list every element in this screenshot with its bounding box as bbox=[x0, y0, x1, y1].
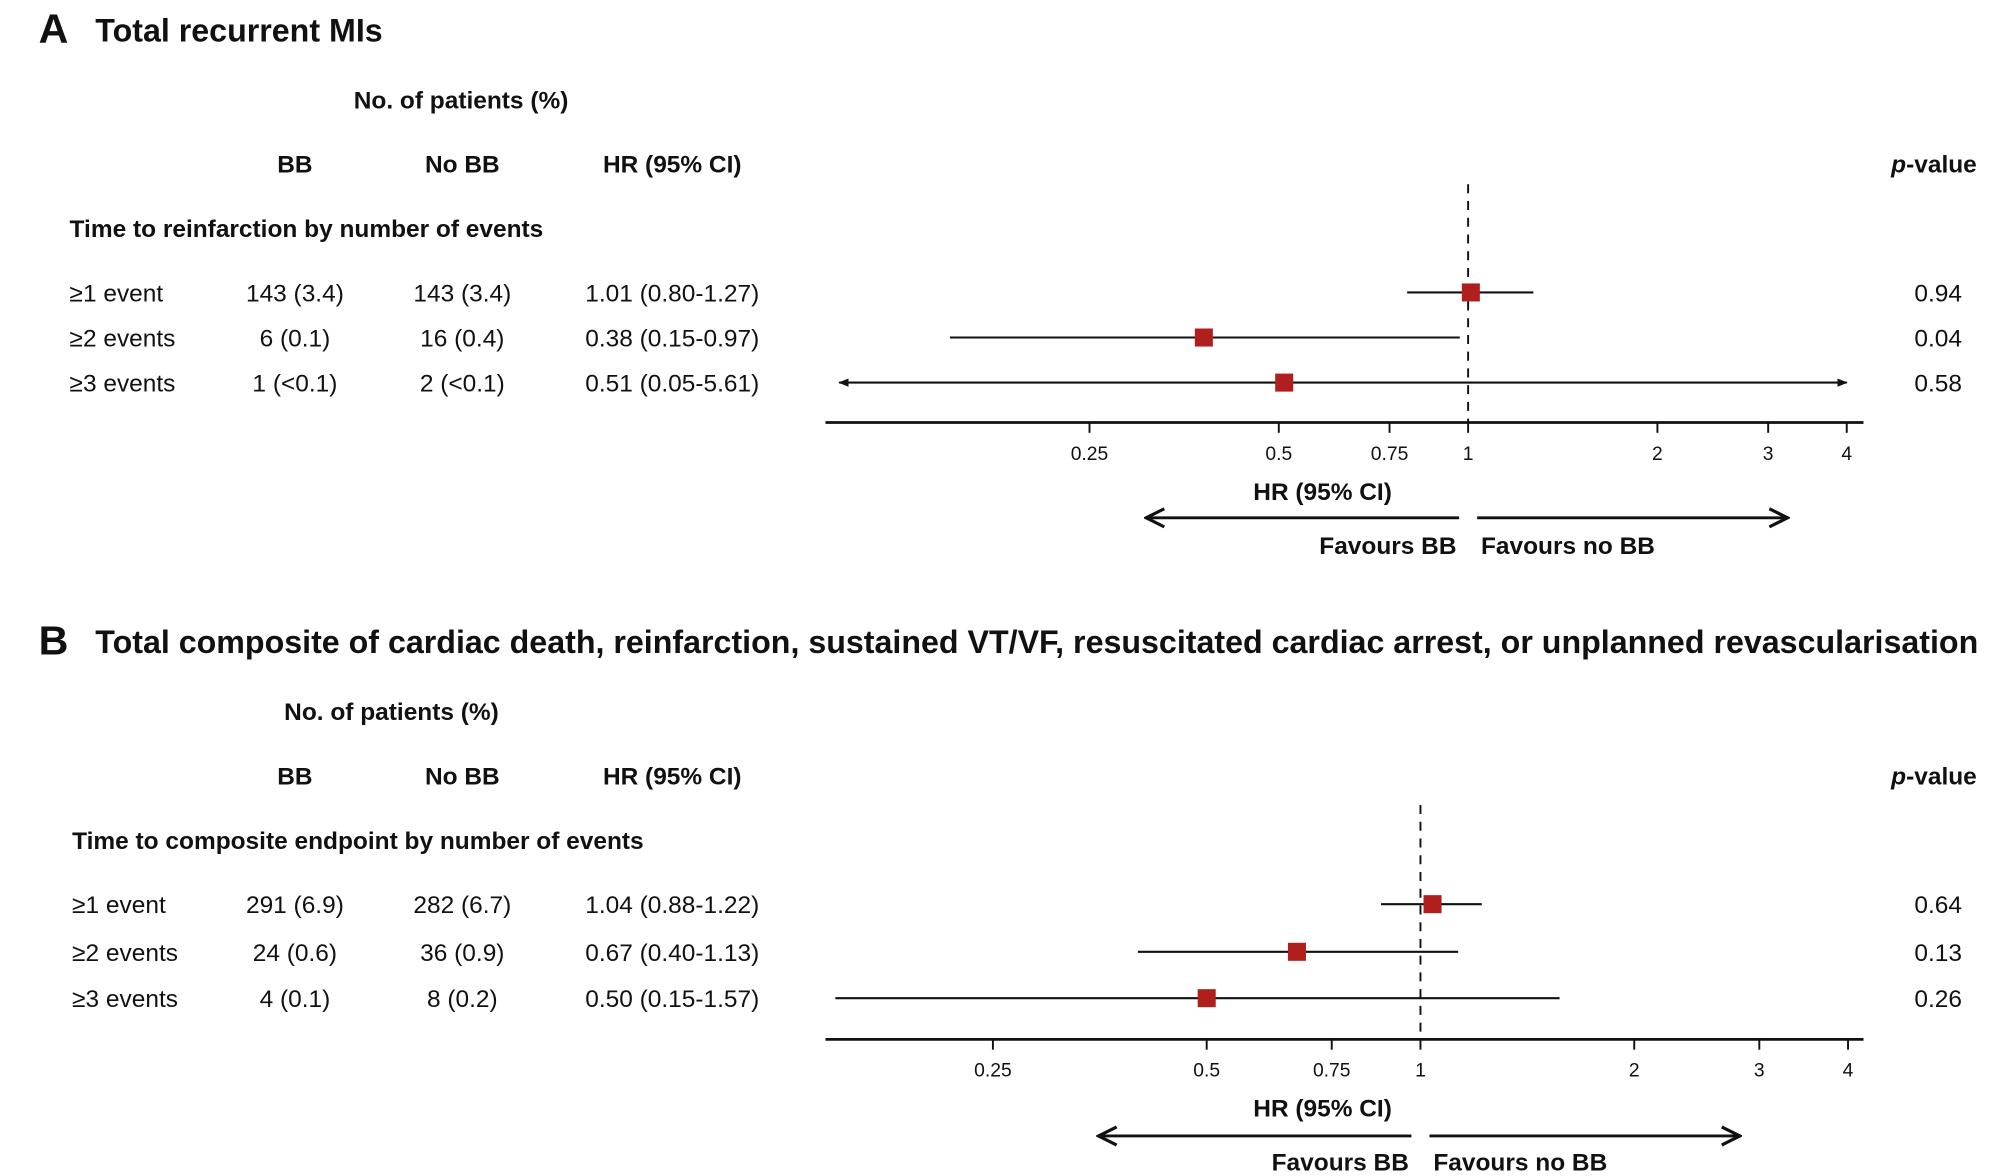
x-tick-label: 0.5 bbox=[1193, 1061, 1220, 1082]
bb-count: 291 (6.9) bbox=[246, 892, 344, 919]
subgroup-title: Time to reinfarction by number of events bbox=[70, 216, 544, 243]
group-header: No. of patients (%) bbox=[284, 699, 499, 726]
favours-bb-label: Favours BB bbox=[1319, 533, 1456, 560]
table-row: ≥1 event 143 (3.4) 143 (3.4) 1.01 (0.80-1.2… bbox=[70, 280, 1962, 307]
x-tick-label: 4 bbox=[1843, 1061, 1854, 1082]
panel-title: Total composite of cardiac death, reinfa… bbox=[95, 624, 1978, 660]
hr-point-marker bbox=[1275, 373, 1294, 392]
x-tick-label: 0.5 bbox=[1265, 444, 1292, 465]
favours-no-bb-label: Favours no BB bbox=[1481, 533, 1655, 560]
x-tick-label: 4 bbox=[1841, 444, 1852, 465]
column-header-hr: HR (95% CI) bbox=[603, 152, 742, 179]
x-axis-label: HR (95% CI) bbox=[1253, 1096, 1392, 1123]
hr-point-marker bbox=[1194, 328, 1213, 347]
panel-letter: A bbox=[39, 6, 69, 52]
subgroup-title: Time to composite endpoint by number of … bbox=[72, 828, 644, 855]
table-row: ≥3 events 1 (<0.1) 2 (<0.1) 0.51 (0.05-5.61… bbox=[70, 371, 1962, 398]
hr-point-marker bbox=[1461, 283, 1480, 302]
no-bb-count: 143 (3.4) bbox=[413, 280, 511, 307]
hr-ci-text: 1.04 (0.88-1.22) bbox=[585, 892, 759, 919]
bb-count: 24 (0.6) bbox=[253, 940, 337, 967]
table-row: ≥1 event 291 (6.9) 282 (6.7) 1.04 (0.88-1.2… bbox=[72, 892, 1962, 919]
bb-count: 143 (3.4) bbox=[246, 280, 344, 307]
no-bb-count: 2 (<0.1) bbox=[420, 371, 505, 398]
row-label: ≥2 events bbox=[72, 940, 178, 967]
hr-point-marker bbox=[1287, 942, 1306, 961]
p-value: 0.64 bbox=[1914, 892, 1962, 919]
table-row: ≥2 events 24 (0.6) 36 (0.9) 0.67 (0.40-1.13… bbox=[72, 940, 1962, 967]
x-tick-label: 0.75 bbox=[1371, 444, 1409, 465]
bb-count: 6 (0.1) bbox=[260, 326, 331, 353]
hr-ci-text: 0.50 (0.15-1.57) bbox=[585, 986, 759, 1013]
hr-point-marker bbox=[1423, 895, 1442, 914]
x-tick-label: 0.25 bbox=[974, 1061, 1012, 1082]
row-label: ≥2 events bbox=[70, 326, 176, 353]
row-label: ≥1 event bbox=[70, 280, 164, 307]
x-tick-label: 1 bbox=[1415, 1061, 1426, 1082]
column-header-no-bb: No BB bbox=[425, 763, 500, 790]
hr-point-marker bbox=[1197, 989, 1216, 1008]
column-header-p-value: p-value bbox=[1890, 152, 1977, 179]
x-tick-label: 1 bbox=[1463, 444, 1474, 465]
column-header-bb: BB bbox=[277, 763, 312, 790]
p-value: 0.13 bbox=[1914, 940, 1962, 967]
no-bb-count: 16 (0.4) bbox=[420, 326, 504, 353]
x-tick-label: 0.75 bbox=[1313, 1061, 1351, 1082]
hr-ci-text: 0.67 (0.40-1.13) bbox=[585, 940, 759, 967]
p-value: 0.04 bbox=[1914, 326, 1962, 353]
x-tick-label: 2 bbox=[1629, 1061, 1640, 1082]
no-bb-count: 282 (6.7) bbox=[413, 892, 511, 919]
p-value: 0.94 bbox=[1914, 280, 1962, 307]
p-italic: p bbox=[1890, 763, 1906, 790]
panel-b: B Total composite of cardiac death, reinf… bbox=[39, 617, 1979, 1176]
hr-ci-text: 0.38 (0.15-0.97) bbox=[585, 326, 759, 353]
group-header: No. of patients (%) bbox=[354, 87, 569, 114]
row-label: ≥3 events bbox=[72, 986, 178, 1013]
x-tick-label: 2 bbox=[1652, 444, 1663, 465]
column-header-p-value: p-value bbox=[1890, 763, 1977, 790]
table-row: ≥2 events 6 (0.1) 16 (0.4) 0.38 (0.15-0.97)… bbox=[70, 326, 1962, 353]
column-header-hr: HR (95% CI) bbox=[603, 763, 742, 790]
bb-count: 4 (0.1) bbox=[260, 986, 331, 1013]
p-value: 0.26 bbox=[1914, 986, 1962, 1013]
p-value: 0.58 bbox=[1914, 371, 1962, 398]
no-bb-count: 8 (0.2) bbox=[427, 986, 498, 1013]
hr-ci-text: 0.51 (0.05-5.61) bbox=[585, 371, 759, 398]
row-label: ≥3 events bbox=[70, 371, 176, 398]
p-rest: -value bbox=[1906, 152, 1977, 179]
x-tick-label: 3 bbox=[1754, 1061, 1765, 1082]
panel-letter: B bbox=[39, 617, 69, 663]
p-rest: -value bbox=[1906, 763, 1977, 790]
hr-ci-text: 1.01 (0.80-1.27) bbox=[585, 280, 759, 307]
column-header-bb: BB bbox=[277, 152, 312, 179]
column-header-no-bb: No BB bbox=[425, 152, 500, 179]
row-label: ≥1 event bbox=[72, 892, 166, 919]
table-row: ≥3 events 4 (0.1) 8 (0.2) 0.50 (0.15-1.57) 0… bbox=[72, 986, 1962, 1013]
panel-title: Total recurrent MIs bbox=[95, 12, 382, 48]
x-tick-label: 0.25 bbox=[1071, 444, 1109, 465]
favours-bb-label: Favours BB bbox=[1272, 1150, 1409, 1176]
no-bb-count: 36 (0.9) bbox=[420, 940, 504, 967]
bb-count: 1 (<0.1) bbox=[252, 371, 337, 398]
x-axis-label: HR (95% CI) bbox=[1253, 479, 1392, 506]
x-tick-label: 3 bbox=[1763, 444, 1774, 465]
p-italic: p bbox=[1890, 152, 1906, 179]
favours-no-bb-label: Favours no BB bbox=[1433, 1150, 1607, 1176]
panel-a: A Total recurrent MIs No. of patients (%) B… bbox=[39, 6, 1977, 560]
